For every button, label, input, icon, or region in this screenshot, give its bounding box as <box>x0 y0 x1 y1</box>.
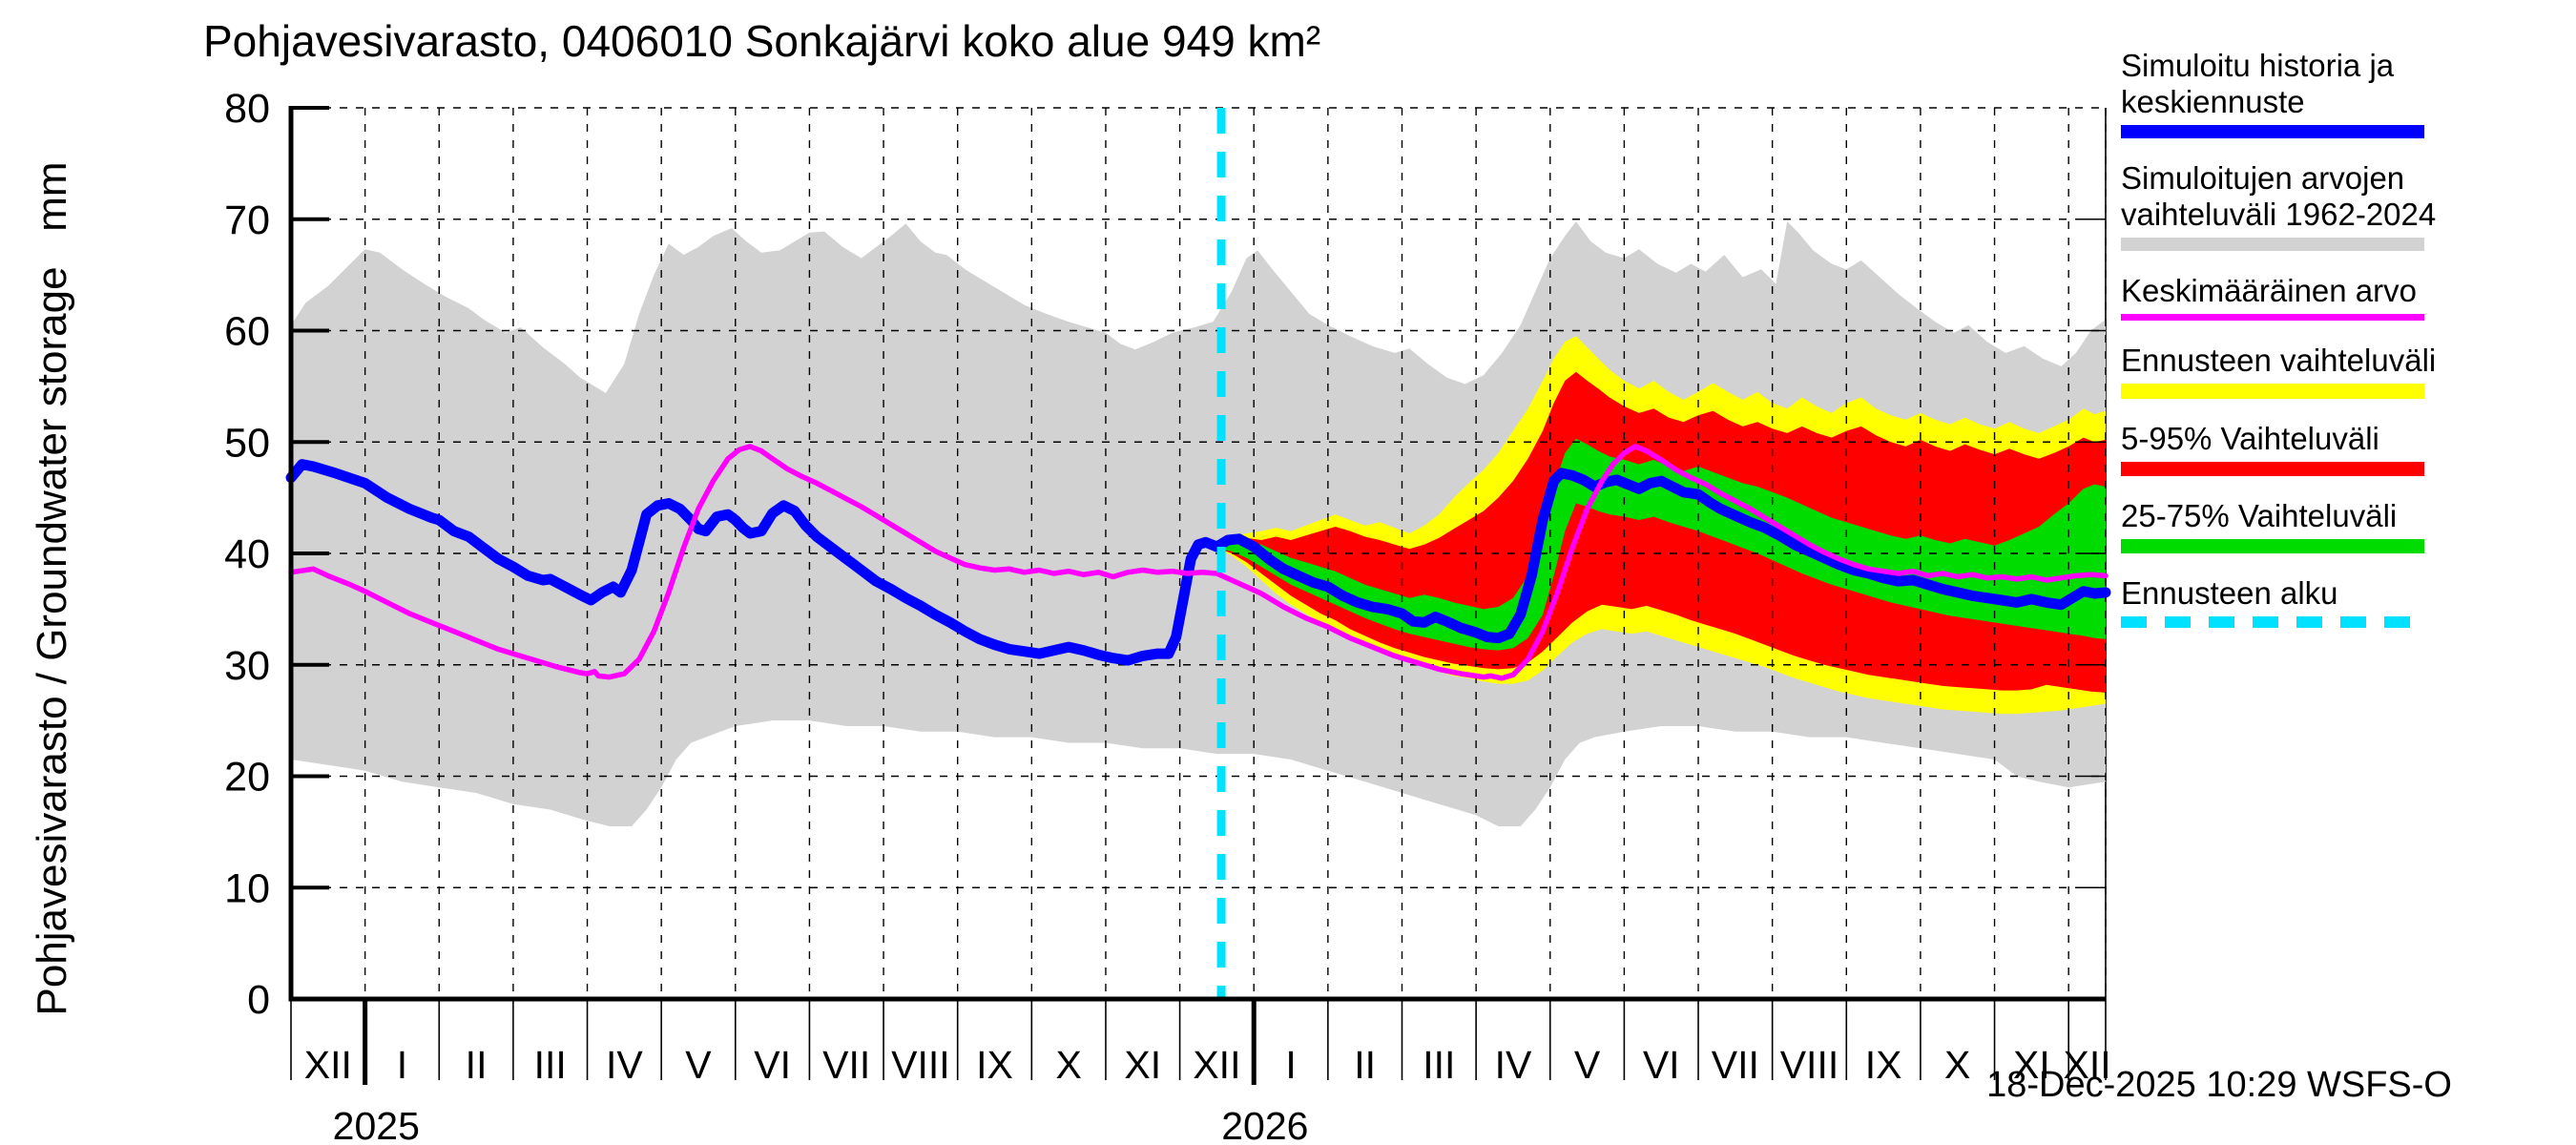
legend-swatch-history-median <box>2121 125 2424 138</box>
x-month-label: VII <box>822 1043 870 1087</box>
legend-item-forecast-range: Ennusteen vaihteluväli <box>2121 343 2464 399</box>
x-month-label: XI <box>1124 1043 1161 1087</box>
x-month-label: II <box>1354 1043 1376 1087</box>
legend-item-sim-range: Simuloitujen arvojen vaihteluväli 1962-20… <box>2121 160 2464 251</box>
y-tick-label: 70 <box>224 198 270 243</box>
x-month-label: III <box>534 1043 567 1087</box>
x-month-label: V <box>685 1043 712 1087</box>
x-month-label: XII <box>1193 1043 1240 1087</box>
legend-swatch-range-5-95 <box>2121 462 2424 476</box>
legend-item-long-term-mean: Keskimääräinen arvo <box>2121 273 2464 321</box>
legend-label: Ennusteen alku <box>2121 575 2338 611</box>
x-year-label: 2025 <box>333 1104 420 1145</box>
x-month-label: VI <box>1643 1043 1680 1087</box>
y-tick-label: 60 <box>224 309 270 355</box>
legend-swatch-long-term-mean <box>2121 314 2424 321</box>
legend-label: 5-95% Vaihteluväli <box>2121 421 2379 456</box>
x-month-label: I <box>1285 1043 1296 1087</box>
x-month-label: I <box>397 1043 407 1087</box>
legend-item-history-median: Simuloitu historia ja keskiennuste <box>2121 48 2464 138</box>
legend-item-forecast-start: Ennusteen alku <box>2121 575 2464 628</box>
legend-swatch-forecast-start <box>2121 616 2424 628</box>
x-month-label: VII <box>1712 1043 1759 1087</box>
legend-label: vaihteluväli 1962-2024 <box>2121 197 2437 232</box>
legend-item-range-5-95: 5-95% Vaihteluväli <box>2121 421 2464 476</box>
y-tick-label: 80 <box>224 86 270 132</box>
legend-item-range-25-75: 25-75% Vaihteluväli <box>2121 498 2464 553</box>
x-year-label: 2026 <box>1221 1104 1308 1145</box>
band-range_25_75 <box>1216 438 2106 651</box>
x-month-label: VI <box>754 1043 791 1087</box>
x-month-label: VIII <box>1780 1043 1839 1087</box>
x-month-label: III <box>1423 1043 1455 1087</box>
legend-swatch-sim-range <box>2121 238 2424 251</box>
line-history_median <box>285 459 1222 666</box>
x-month-label: VIII <box>891 1043 950 1087</box>
x-month-label: II <box>466 1043 488 1087</box>
y-tick-label: 10 <box>224 865 270 911</box>
page-title: Pohjavesivarasto, 0406010 Sonkajärvi kok… <box>203 16 1321 66</box>
x-month-label: X <box>1055 1043 1081 1087</box>
legend-label: 25-75% Vaihteluväli <box>2121 498 2398 533</box>
legend-label: keskiennuste <box>2121 84 2305 119</box>
legend-label: Ennusteen vaihteluväli <box>2121 343 2437 378</box>
x-month-label: XII <box>2064 1043 2111 1087</box>
x-month-label: XII <box>304 1043 352 1087</box>
x-month-label: X <box>1944 1043 1970 1087</box>
timestamp: 18-Dec-2025 10:29 WSFS-O <box>1986 1065 2452 1105</box>
x-month-label: IX <box>1865 1043 1902 1087</box>
legend-label: Simuloitu historia ja <box>2121 48 2395 83</box>
y-tick-label: 30 <box>224 643 270 689</box>
x-month-label: V <box>1574 1043 1601 1087</box>
legend-swatch-range-25-75 <box>2121 539 2424 553</box>
legend: Simuloitu historia ja keskiennuste Simuloi… <box>2121 48 2464 650</box>
x-month-label: IX <box>976 1043 1013 1087</box>
legend-label: Simuloitujen arvojen <box>2121 160 2405 196</box>
y-tick-label: 40 <box>224 531 270 577</box>
y-tick-label: 0 <box>247 977 270 1023</box>
x-month-label: XI <box>2013 1043 2050 1087</box>
y-tick-label: 20 <box>224 755 270 801</box>
line-long_term_mean <box>288 444 2109 681</box>
x-month-label: IV <box>606 1043 643 1087</box>
line-forecast_median <box>1211 468 2111 644</box>
legend-swatch-forecast-range <box>2121 384 2424 399</box>
band-sim_range_1962_2024 <box>291 221 2106 827</box>
x-month-label: IV <box>1495 1043 1532 1087</box>
legend-label: Keskimääräinen arvo <box>2121 273 2417 308</box>
y-tick-label: 50 <box>224 420 270 466</box>
